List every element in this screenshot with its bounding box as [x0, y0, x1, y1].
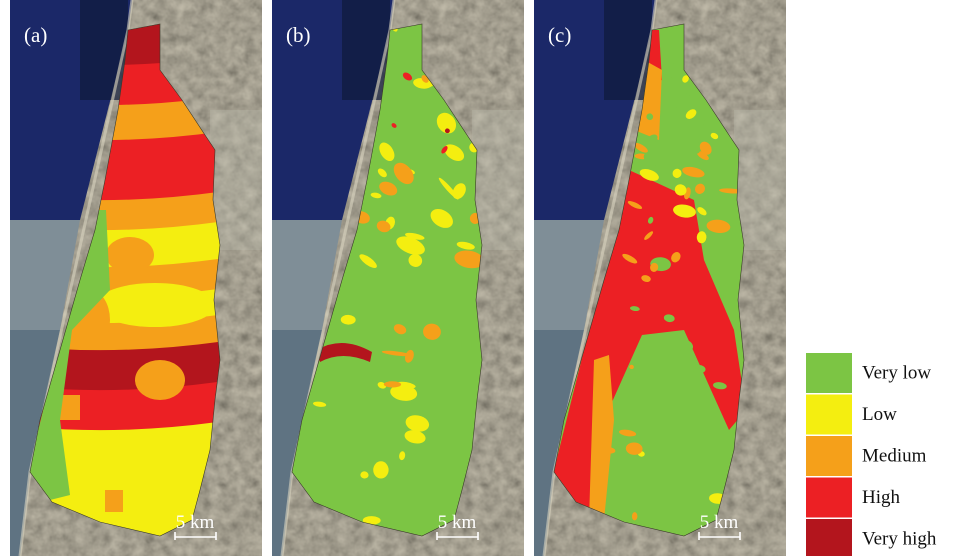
legend-label: Low: [862, 404, 897, 425]
figure: (a) 5 km (b) 5 km (c) 5 km Very low Low Medium Hi…: [0, 0, 956, 556]
patch: [798, 0, 817, 11]
patch: [792, 1, 806, 20]
zone: [135, 360, 185, 400]
legend-label: Very high: [862, 528, 937, 549]
patch: [914, 25, 934, 57]
sea-tile: [342, 0, 390, 100]
legend-swatch: [806, 519, 852, 556]
map-panel: (a) 5 km: [10, 0, 262, 556]
legend-label: High: [862, 487, 901, 508]
legend-swatch: [806, 478, 852, 518]
legend-swatch: [806, 353, 852, 393]
zone: [106, 237, 154, 273]
patch: [881, 0, 901, 2]
patch: [893, 27, 922, 62]
scale-label: 5 km: [176, 512, 215, 533]
patch: [844, 4, 853, 15]
map-panel: (c) 5 km: [534, 0, 956, 556]
patch: [784, 47, 799, 61]
patch: [912, 0, 927, 5]
panel-label: (a): [24, 23, 47, 47]
zone: [95, 283, 215, 327]
patch: [899, 0, 922, 19]
scale-label: 5 km: [438, 512, 477, 533]
zone: [105, 490, 123, 512]
patch: [802, 76, 820, 91]
sea-tile: [604, 0, 652, 100]
scale-label: 5 km: [700, 512, 739, 533]
patch: [373, 461, 388, 478]
patch: [810, 0, 819, 13]
legend-label: Very low: [862, 362, 931, 383]
patch: [857, 0, 871, 15]
legend-label: Medium: [862, 445, 927, 466]
legend-swatch: [806, 395, 852, 435]
patch: [886, 0, 906, 16]
patch: [850, 13, 880, 45]
sea-tile: [80, 0, 128, 100]
patch: [911, 11, 922, 20]
page: (a) 5 km (b) 5 km (c) 5 km Very low Low Medium Hi…: [0, 0, 956, 556]
patch: [840, 23, 852, 39]
patch: [785, 27, 804, 48]
patch: [913, 38, 937, 65]
panel-label: (b): [286, 23, 311, 47]
legend-swatch: [806, 436, 852, 476]
patch: [808, 40, 832, 62]
panel-label: (c): [548, 23, 571, 47]
patch: [930, 42, 949, 58]
